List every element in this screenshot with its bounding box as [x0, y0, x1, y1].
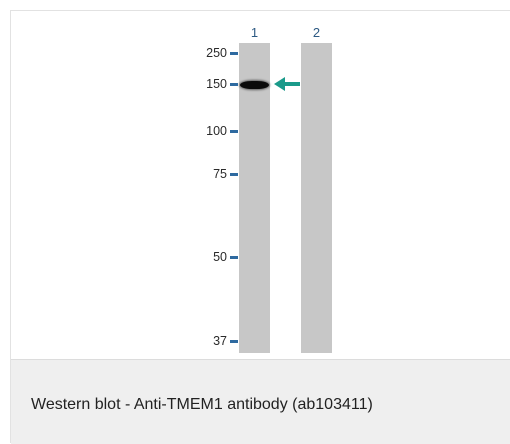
lane-label-1: 1 — [250, 25, 259, 40]
lane-label-2: 2 — [312, 25, 321, 40]
marker-tick — [230, 172, 238, 176]
marker-100: 100 — [186, 123, 238, 139]
marker-150: 150 — [186, 76, 238, 92]
marker-label: 37 — [213, 334, 227, 348]
marker-75: 75 — [186, 166, 238, 182]
lane-1 — [239, 43, 270, 353]
marker-tick — [230, 51, 238, 55]
marker-50: 50 — [186, 249, 238, 265]
figure-card: 1 2 250 150 100 75 50 — [10, 10, 510, 444]
figure-caption: Western blot - Anti-TMEM1 antibody (ab10… — [31, 396, 373, 413]
marker-250: 250 — [186, 45, 238, 61]
marker-label: 75 — [213, 167, 227, 181]
marker-tick — [230, 129, 238, 133]
marker-37: 37 — [186, 333, 238, 349]
marker-tick — [230, 255, 238, 259]
western-blot-image: 1 2 250 150 100 75 50 — [11, 11, 510, 359]
lane-2 — [301, 43, 332, 353]
marker-tick — [230, 339, 238, 343]
marker-label: 150 — [206, 77, 227, 91]
marker-label: 250 — [206, 46, 227, 60]
marker-tick — [230, 82, 238, 86]
marker-label: 50 — [213, 250, 227, 264]
band-arrow-icon — [274, 77, 300, 91]
caption-bar: Western blot - Anti-TMEM1 antibody (ab10… — [11, 359, 510, 444]
marker-label: 100 — [206, 124, 227, 138]
protein-band — [240, 81, 269, 89]
